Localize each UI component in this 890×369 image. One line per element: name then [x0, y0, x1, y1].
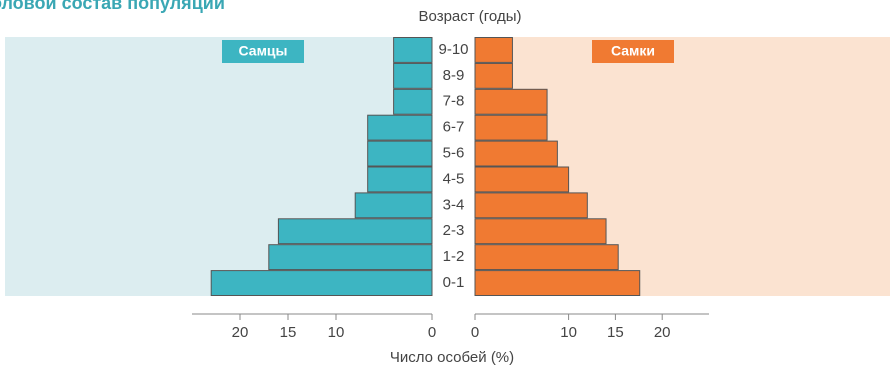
- category-axis-label: Возраст (годы): [419, 8, 522, 25]
- bar: [393, 62, 433, 89]
- bar: [474, 166, 570, 193]
- x-axis-label: Число особей (%): [390, 349, 514, 366]
- x-tick-label: 0: [471, 324, 479, 341]
- category-label: 9-10: [438, 41, 468, 58]
- legend-label: Самцы: [239, 43, 288, 59]
- category-label: 8-9: [443, 67, 465, 84]
- category-label: 3-4: [443, 196, 465, 213]
- bar: [367, 114, 433, 141]
- x-tick-label: 15: [607, 324, 624, 341]
- x-tick-label: 0: [428, 324, 436, 341]
- bar: [393, 37, 433, 63]
- bar: [393, 88, 433, 115]
- bar: [474, 270, 641, 297]
- x-tick-label: 10: [560, 324, 577, 341]
- category-label: 1-2: [443, 248, 465, 265]
- x-tick-label: 15: [280, 324, 297, 341]
- category-label: 0-1: [443, 274, 465, 291]
- bar: [277, 218, 433, 245]
- bar: [367, 140, 433, 167]
- category-label: 5-6: [443, 145, 465, 162]
- category-label: 4-5: [443, 170, 465, 187]
- bar: [474, 218, 607, 245]
- x-tick-label: 10: [328, 324, 345, 341]
- x-tick-label: 20: [654, 324, 671, 341]
- bar: [354, 192, 433, 219]
- legend-box: [592, 40, 674, 63]
- bar: [474, 114, 548, 141]
- bar: [474, 37, 513, 63]
- bar: [268, 244, 433, 271]
- bar: [474, 140, 558, 167]
- category-label: 2-3: [443, 222, 465, 239]
- bar: [474, 244, 619, 271]
- bar: [210, 270, 433, 297]
- bar: [367, 166, 433, 193]
- category-label: 7-8: [443, 93, 465, 110]
- bar: [474, 88, 548, 115]
- x-tick-label: 20: [232, 324, 249, 341]
- chart-title: Половой состав популяции: [0, 0, 225, 13]
- category-label: 6-7: [443, 119, 465, 136]
- legend-label: Самки: [611, 43, 655, 59]
- bar: [474, 62, 513, 89]
- legend-box: [222, 40, 304, 63]
- bar: [474, 192, 588, 219]
